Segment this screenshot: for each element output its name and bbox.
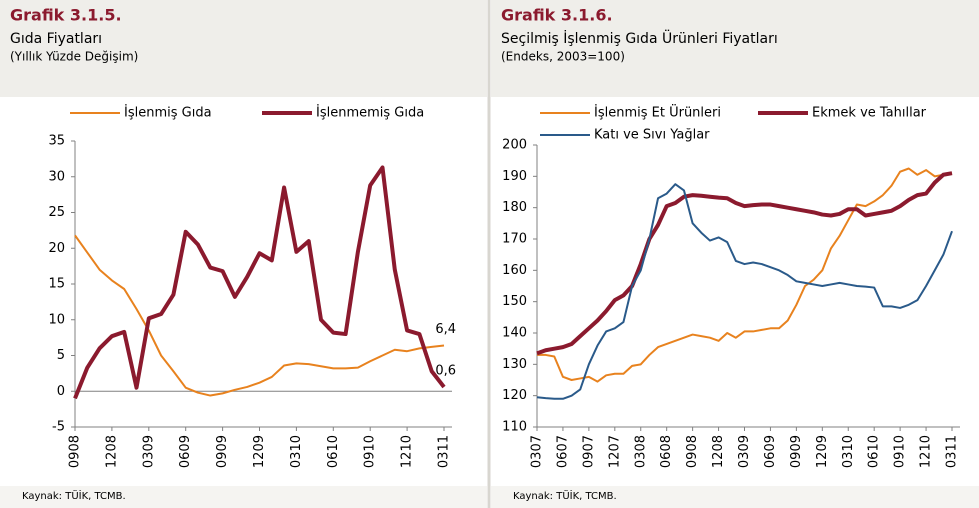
x-tick-label: 0908 (68, 435, 83, 468)
x-tick-label: 0608 (659, 435, 674, 468)
data-label: 0,6 (435, 363, 456, 378)
series-line (74, 234, 445, 397)
y-tick-label: 110 (502, 420, 527, 435)
legend-label: Katı ve Sıvı Yağlar (594, 128, 710, 143)
y-tick-label: 160 (502, 263, 527, 278)
series-line (536, 183, 953, 400)
legend-label: İşlenmiş Et Ürünleri (594, 104, 721, 121)
y-tick-label: 130 (502, 357, 527, 372)
header-panel (491, 0, 979, 97)
x-tick-label: 0910 (893, 435, 908, 468)
source-note: Kaynak: TÜİK, TCMB. (22, 489, 126, 502)
x-tick-label: 0610 (326, 435, 341, 468)
x-tick-label: 0308 (633, 435, 648, 468)
x-tick-label: 0609 (178, 435, 193, 468)
y-tick-label: 15 (48, 277, 65, 292)
y-tick-label: 150 (502, 294, 527, 309)
y-tick-label: 20 (48, 241, 65, 256)
source-note: Kaynak: TÜİK, TCMB. (513, 489, 617, 502)
y-tick-label: 5 (57, 348, 65, 363)
chart-label: Grafik 3.1.6. (501, 6, 613, 25)
x-tick-label: 1210 (919, 435, 934, 468)
series-line (537, 167, 953, 383)
y-tick-label: 200 (502, 138, 527, 153)
series-line (536, 171, 953, 356)
x-tick-label: 0310 (289, 435, 304, 468)
chart-label: Grafik 3.1.5. (10, 6, 122, 25)
x-tick-label: 1208 (104, 435, 119, 468)
y-tick-label: 30 (48, 169, 65, 184)
header-panel (0, 0, 487, 97)
x-tick-label: 1209 (815, 435, 830, 468)
x-tick-label: 0307 (530, 435, 545, 468)
y-tick-label: 10 (48, 312, 65, 327)
chart-subtitle: (Endeks, 2003=100) (501, 50, 625, 64)
x-tick-label: 0909 (789, 435, 804, 468)
y-tick-label: 25 (48, 205, 65, 220)
x-tick-label: 0311 (437, 435, 452, 468)
y-tick-label: 190 (502, 169, 527, 184)
y-tick-label: 120 (502, 388, 527, 403)
series-line (73, 165, 446, 400)
x-tick-label: 0610 (867, 435, 882, 468)
y-tick-label: -5 (52, 420, 65, 435)
x-tick-label: 1207 (607, 435, 622, 468)
legend-label: Ekmek ve Tahıllar (812, 106, 927, 121)
x-tick-label: 0909 (215, 435, 230, 468)
footer-panel (491, 486, 979, 508)
y-tick-label: 140 (502, 326, 527, 341)
y-tick-label: 180 (502, 200, 527, 215)
x-tick-label: 0309 (737, 435, 752, 468)
y-tick-label: 170 (502, 232, 527, 247)
x-tick-label: 0910 (363, 435, 378, 468)
y-tick-label: 35 (48, 134, 65, 149)
legend-label: İşlenmemiş Gıda (316, 105, 424, 121)
x-tick-label: 0908 (685, 435, 700, 468)
footer-panel (0, 486, 487, 508)
chart-title: Gıda Fiyatları (10, 31, 102, 47)
x-tick-label: 0607 (555, 435, 570, 468)
x-tick-label: 0309 (141, 435, 156, 468)
x-tick-label: 1209 (252, 435, 267, 468)
legend-label: İşlenmiş Gıda (124, 105, 212, 121)
chart-subtitle: (Yıllık Yüzde Değişim) (10, 50, 138, 64)
data-label: 6,4 (435, 322, 456, 337)
x-tick-label: 0311 (945, 435, 960, 468)
chart-title: Seçilmiş İşlenmiş Gıda Ürünleri Fiyatlar… (501, 29, 778, 47)
x-tick-label: 1210 (400, 435, 415, 468)
x-tick-label: 1208 (711, 435, 726, 468)
y-tick-label: 0 (57, 384, 65, 399)
x-tick-label: 0310 (841, 435, 856, 468)
x-tick-label: 0907 (581, 435, 596, 468)
x-tick-label: 0609 (763, 435, 778, 468)
